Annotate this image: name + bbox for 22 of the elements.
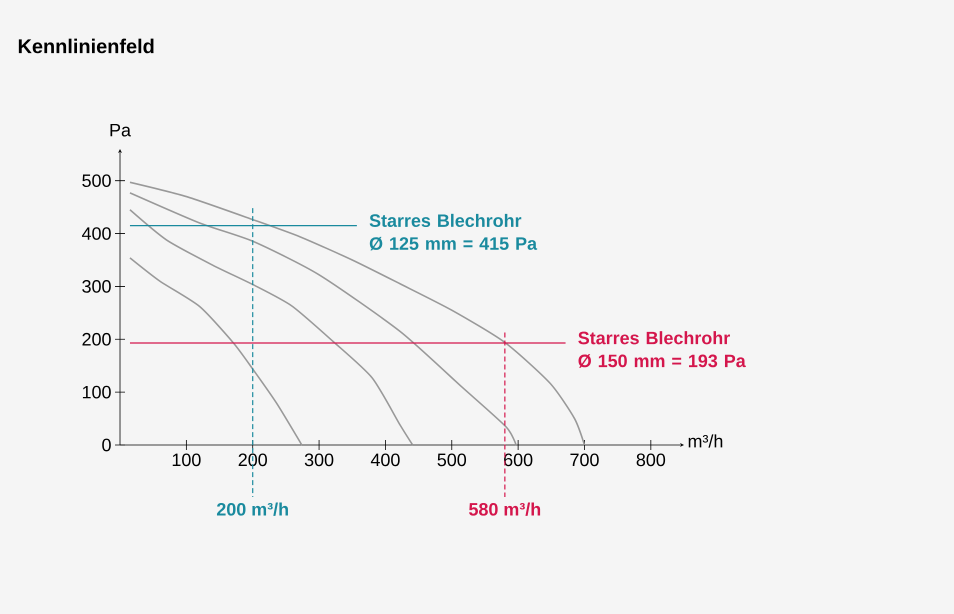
x-tick-label: 200 [238, 453, 267, 466]
x-tick-label: 800 [636, 453, 666, 466]
ref-line-label: 580 m³/h [469, 502, 540, 516]
y-tick-label: 100 [82, 386, 111, 398]
chart-title: Kennlinienfeld [18, 38, 154, 54]
x-tick-label: 700 [570, 453, 599, 466]
ref-line-label: Starres Blechrohr Ø 125 mm = 415 Pa [370, 214, 538, 250]
y-tick-label: 300 [82, 280, 111, 293]
ref-line-label: 200 m³/h [216, 502, 288, 516]
line-series [129, 257, 303, 446]
x-tick-label: 500 [438, 453, 466, 466]
x-tick-label: 400 [370, 453, 400, 466]
x-tick-label: 100 [172, 453, 201, 466]
y-tick-label: 500 [82, 174, 111, 188]
x-tick-label: 600 [504, 453, 532, 466]
y-tick-label: 400 [82, 227, 111, 240]
y-axis-title: Pa [110, 124, 131, 136]
y-tick-label: 200 [82, 332, 111, 346]
y-tick-label: 0 [102, 438, 111, 452]
ref-line-label: Starres Blechrohr Ø 150 mm = 193 Pa [578, 331, 746, 368]
x-axis-title: m³/h [688, 434, 722, 448]
x-tick-label: 300 [304, 453, 334, 466]
